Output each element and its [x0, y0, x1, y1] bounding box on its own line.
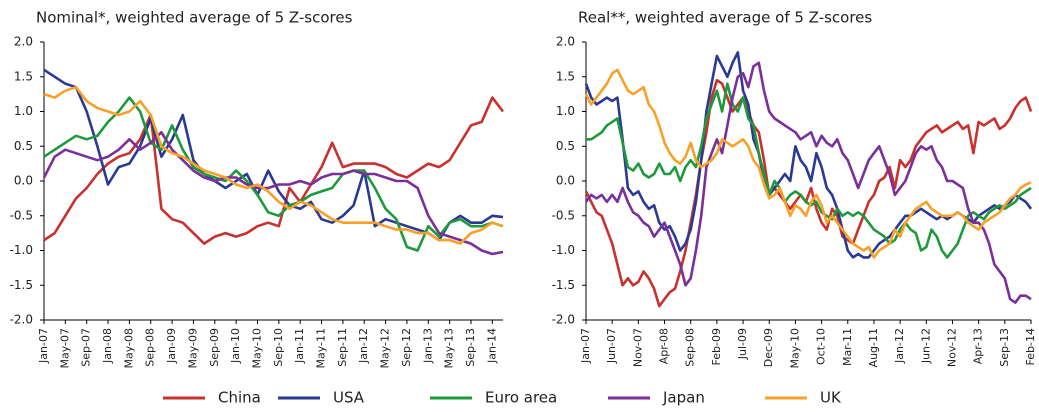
y-tick-label: -1.5 — [552, 278, 575, 292]
x-tick-label: May-10 — [250, 328, 263, 369]
x-tick-label: Sep-10 — [272, 328, 285, 367]
x-tick-label: Oct-10 — [815, 328, 828, 365]
x-tick-label: Jul-09 — [736, 328, 749, 360]
series-line — [43, 85, 504, 245]
x-tick-label: Jan-07 — [579, 328, 592, 364]
y-tick-label: 1.0 — [14, 104, 33, 118]
x-tick-label: Feb-14 — [1024, 328, 1037, 365]
x-tick-label: Jan-14 — [485, 328, 498, 364]
x-tick-label: Sep-08 — [144, 328, 157, 367]
y-tick-label: -0.5 — [10, 208, 33, 222]
x-tick-label: Sep-09 — [208, 328, 221, 367]
y-tick-label: -1.5 — [10, 278, 33, 292]
y-tick-label: -2.0 — [10, 313, 33, 327]
legend-label: Japan — [662, 389, 705, 407]
x-tick-label: Sep-13 — [464, 328, 477, 367]
x-tick-label: Mar-11 — [841, 328, 854, 366]
x-tick-label: Jun-07 — [605, 328, 618, 364]
x-tick-label: May-07 — [58, 328, 71, 369]
x-tick-label: Jan-08 — [101, 328, 114, 364]
series-line — [586, 82, 1032, 259]
x-tick-label: Feb-09 — [710, 328, 723, 365]
x-tick-label: May-08 — [122, 328, 135, 369]
series-line — [43, 96, 505, 245]
x-tick-label: Jan-12 — [357, 328, 370, 364]
y-tick-label: -2.0 — [552, 313, 575, 327]
y-tick-label: 0.0 — [14, 174, 33, 188]
chart-title: Nominal*, weighted average of 5 Z-scores — [36, 9, 353, 27]
legend-label: China — [218, 389, 261, 407]
y-tick-label: 0.0 — [556, 174, 575, 188]
y-tick-label: 1.5 — [14, 69, 33, 83]
x-tick-label: May-13 — [443, 328, 456, 369]
x-tick-label: Jan-12 — [893, 328, 906, 364]
x-tick-label: Sep-08 — [684, 328, 697, 367]
x-tick-label: Sep-13 — [998, 328, 1011, 367]
x-tick-label: Dec-09 — [762, 328, 775, 367]
x-tick-label: Apr-13 — [972, 328, 985, 364]
series-line — [42, 131, 504, 256]
y-tick-label: 1.5 — [556, 69, 575, 83]
y-tick-label: 0.5 — [14, 139, 33, 153]
legend-label: Euro area — [485, 389, 557, 407]
y-tick-label: 0.5 — [556, 139, 575, 153]
legend-label: USA — [333, 389, 365, 407]
x-tick-label: Sep-11 — [336, 328, 349, 367]
x-tick-label: Jan-13 — [421, 328, 434, 364]
y-tick-label: -1.0 — [552, 243, 575, 257]
x-tick-label: Sep-07 — [80, 328, 93, 367]
x-tick-label: May-10 — [788, 328, 801, 369]
x-tick-label: Nov-07 — [631, 328, 644, 367]
chart-title: Real**, weighted average of 5 Z-scores — [578, 9, 872, 27]
series-line — [43, 96, 504, 252]
x-tick-label: May-09 — [186, 328, 199, 369]
series-line — [584, 78, 1033, 308]
x-tick-label: May-11 — [315, 328, 328, 369]
y-tick-label: 2.0 — [14, 35, 33, 49]
x-tick-label: Jan-09 — [165, 328, 178, 364]
y-tick-label: 1.0 — [556, 104, 575, 118]
legend-label: UK — [820, 389, 842, 407]
y-tick-label: -1.0 — [10, 243, 33, 257]
y-tick-label: -0.5 — [552, 208, 575, 222]
series-line — [584, 68, 1032, 259]
x-tick-label: Jan-11 — [293, 328, 306, 364]
x-tick-label: Nov-12 — [945, 328, 958, 367]
x-tick-label: Sep-12 — [400, 328, 413, 367]
x-tick-label: Jun-12 — [919, 328, 932, 364]
x-tick-label: May-12 — [379, 328, 392, 369]
x-tick-label: Aug-11 — [867, 328, 880, 367]
x-tick-label: Jan-10 — [229, 328, 242, 364]
x-tick-label: Jan-07 — [37, 328, 50, 364]
series-line — [584, 61, 1032, 304]
y-tick-label: 2.0 — [556, 35, 575, 49]
x-tick-label: Apr-08 — [658, 328, 671, 364]
